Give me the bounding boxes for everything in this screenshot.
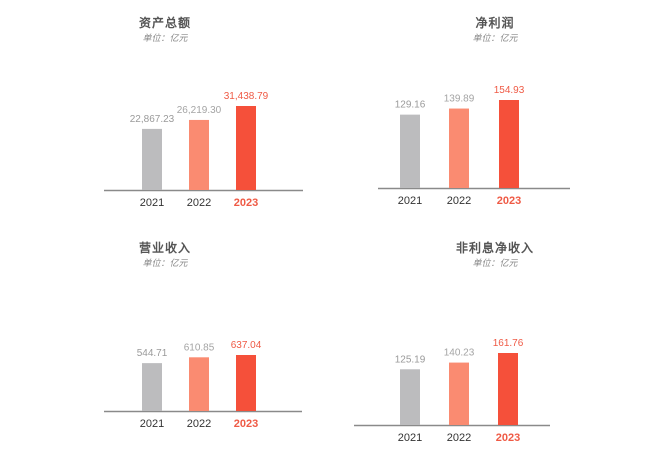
bar-chart-svg: 125.19 2021 140.23 2022 161.76 2023	[354, 338, 550, 444]
chart-non-interest-income: 非利息净收入 单位：亿元 125.19 2021 140.23 2022 161.76 2…	[330, 225, 660, 450]
value-label: 31,438.79	[224, 91, 269, 102]
bar-2022	[189, 357, 209, 411]
x-tick-label: 2023	[234, 418, 258, 430]
bar-2022	[189, 119, 209, 190]
bar-2022	[449, 108, 469, 188]
bar-2021	[142, 128, 162, 190]
value-label: 140.23	[444, 348, 475, 359]
chart-title: 营业收入	[138, 241, 191, 255]
x-tick-label: 2022	[187, 197, 211, 209]
bar-chart-svg: 22,867.23 2021 26,219.30 2022 31,438.79 2023	[104, 91, 303, 209]
x-tick-label: 2021	[398, 432, 422, 444]
bar-2022	[449, 362, 469, 425]
value-label: 139.89	[444, 94, 475, 105]
value-label: 610.85	[184, 342, 215, 353]
bar-2021	[400, 114, 420, 188]
x-tick-label: 2021	[398, 195, 422, 207]
chart-title: 资产总额	[138, 16, 191, 30]
bar-2021	[142, 363, 162, 411]
x-tick-label: 2023	[234, 197, 258, 209]
value-label: 637.04	[231, 340, 262, 351]
chart-title: 非利息净收入	[455, 241, 534, 255]
x-tick-label: 2022	[447, 195, 471, 207]
chart-subtitle: 单位：亿元	[472, 34, 518, 44]
chart-subtitle: 单位：亿元	[472, 259, 518, 269]
value-label: 161.76	[493, 338, 524, 349]
bar-chart-svg: 129.16 2021 139.89 2022 154.93 2023	[378, 85, 570, 207]
chart-subtitle: 单位：亿元	[142, 259, 188, 269]
x-tick-label: 2022	[447, 432, 471, 444]
chart-net-profit: 净利润 单位：亿元 129.16 2021 139.89 2022 154.93 2023	[330, 0, 660, 225]
bar-2023	[236, 355, 256, 411]
chart-title: 净利润	[475, 16, 515, 30]
x-tick-label: 2021	[140, 197, 164, 209]
value-label: 129.16	[395, 100, 426, 111]
value-label: 125.19	[395, 354, 426, 365]
x-tick-label: 2022	[187, 418, 211, 430]
x-tick-label: 2023	[497, 195, 521, 207]
chart-subtitle: 单位：亿元	[142, 34, 188, 44]
bar-2023	[499, 100, 519, 188]
x-tick-label: 2023	[496, 432, 520, 444]
x-tick-label: 2021	[140, 418, 164, 430]
value-label: 22,867.23	[130, 114, 175, 125]
bar-2021	[400, 369, 420, 425]
chart-operating-revenue: 营业收入 单位：亿元 544.71 2021 610.85 2022 637.04 202…	[0, 225, 330, 450]
value-label: 154.93	[494, 85, 525, 96]
value-label: 544.71	[137, 348, 168, 359]
bar-2023	[498, 353, 518, 425]
bar-chart-svg: 544.71 2021 610.85 2022 637.04 2023	[104, 340, 302, 430]
bar-2023	[236, 106, 256, 190]
chart-total-assets: 资产总额 单位：亿元 22,867.23 2021 26,219.30 2022 31,…	[0, 0, 330, 225]
value-label: 26,219.30	[177, 105, 222, 116]
